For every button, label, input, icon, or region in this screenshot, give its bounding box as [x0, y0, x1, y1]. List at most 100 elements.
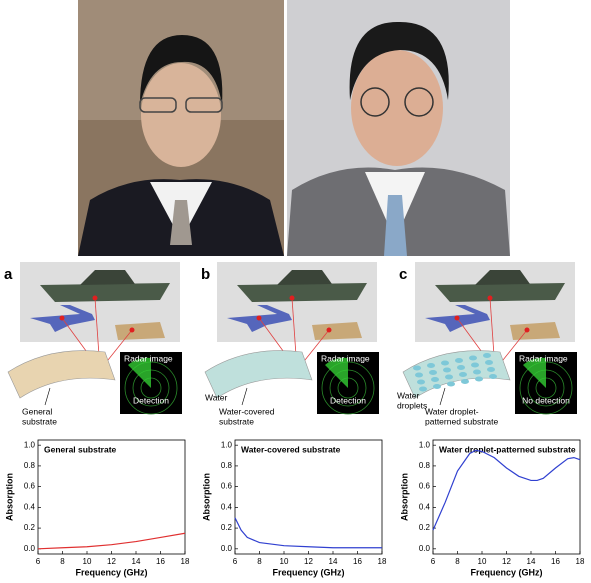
x-tick-label: 16	[156, 557, 165, 566]
radar-title: Radar image	[519, 353, 568, 363]
x-tick-label: 16	[551, 557, 560, 566]
substrate-label: Water droplet-	[425, 406, 479, 416]
droplet	[427, 363, 435, 368]
radar-result: Detection	[330, 395, 366, 405]
data-line	[234, 517, 382, 549]
y-tick-label: 0.8	[419, 461, 431, 470]
water-label: Water	[397, 390, 420, 400]
panel-label: b	[201, 266, 210, 283]
radar-title: Radar image	[124, 353, 173, 363]
pointer	[439, 387, 446, 406]
radar-sweep	[523, 357, 546, 388]
y-tick-label: 0.0	[419, 544, 431, 553]
x-tick-label: 16	[353, 557, 362, 566]
x-tick-label: 12	[304, 557, 313, 566]
y-axis-label: Absorption	[4, 473, 14, 521]
substrate-label: patterned substrate	[425, 416, 499, 426]
plot-frame	[432, 439, 581, 555]
y-axis-label: Absorption	[201, 473, 211, 521]
target-dot	[289, 295, 295, 301]
x-axis-label: Frequency (GHz)	[272, 567, 344, 577]
ship	[40, 283, 170, 302]
droplet	[461, 379, 469, 384]
data-line	[432, 449, 581, 531]
tank	[312, 322, 362, 340]
pointer	[44, 387, 51, 406]
substrate	[7, 350, 116, 399]
pointer	[241, 387, 248, 406]
y-tick-label: 1.0	[24, 440, 36, 449]
droplet	[445, 374, 453, 380]
chart: 0.0 0.2 0.4 0.6 0.8 1.0 6 8 10 12 14 16 18 Water drop…	[399, 439, 585, 577]
droplet	[441, 360, 449, 366]
ship	[435, 283, 565, 302]
x-axis-label: Frequency (GHz)	[75, 567, 147, 577]
y-tick-label: 0.8	[221, 461, 233, 470]
ship-deck	[475, 270, 530, 285]
y-tick-label: 0.2	[419, 523, 431, 532]
droplet	[415, 372, 423, 378]
droplet	[473, 369, 481, 375]
chart-title: General substrate	[44, 444, 117, 454]
x-tick-label: 12	[502, 557, 511, 566]
water-label: Water	[205, 392, 228, 402]
panel-label: a	[4, 266, 13, 283]
droplet	[443, 367, 451, 373]
y-tick-label: 0.2	[24, 523, 36, 532]
droplet	[469, 355, 477, 361]
target-dot	[487, 295, 493, 301]
substrate-label: substrate	[219, 416, 254, 426]
x-tick-label: 14	[329, 557, 338, 566]
x-tick-label: 10	[280, 557, 289, 566]
x-tick-label: 18	[576, 557, 585, 566]
droplet	[433, 384, 441, 389]
substrate-label: Water-covered	[219, 406, 275, 416]
y-axis-label: Absorption	[399, 473, 409, 521]
droplet	[475, 376, 483, 382]
y-tick-label: 0.4	[221, 502, 233, 511]
radar-sweep	[128, 357, 151, 388]
droplet	[485, 360, 493, 365]
x-tick-label: 14	[132, 557, 141, 566]
substrate-label: General	[22, 406, 52, 416]
y-tick-label: 0.4	[419, 502, 431, 511]
target-dot	[524, 327, 530, 333]
x-tick-label: 10	[478, 557, 487, 566]
chart-title: Water droplet-patterned substrate	[439, 444, 576, 454]
droplet	[471, 362, 479, 368]
target-dot	[256, 315, 262, 321]
target-dot	[129, 327, 135, 333]
y-tick-label: 0.2	[221, 523, 233, 532]
y-tick-label: 0.6	[24, 482, 36, 491]
x-tick-label: 18	[378, 557, 387, 566]
y-tick-label: 1.0	[221, 440, 233, 449]
target-dot	[326, 327, 332, 333]
target-dot	[454, 315, 460, 321]
plot-frame	[234, 439, 383, 555]
portrait-right	[287, 0, 510, 256]
droplet	[487, 367, 495, 372]
water-label: droplets	[397, 400, 427, 410]
radar-result: No detection	[522, 395, 570, 405]
x-tick-label: 12	[107, 557, 116, 566]
radar-title: Radar image	[321, 353, 370, 363]
radar-result: Detection	[133, 395, 169, 405]
droplet	[417, 379, 425, 385]
droplet	[431, 377, 439, 382]
x-tick-label: 10	[83, 557, 92, 566]
data-line	[37, 532, 186, 550]
x-tick-label: 8	[257, 557, 262, 566]
portrait-left	[78, 0, 284, 256]
droplet	[483, 353, 491, 358]
droplet	[459, 372, 467, 377]
droplet	[413, 365, 421, 371]
target-dot	[59, 315, 65, 321]
droplet	[447, 381, 455, 387]
y-tick-label: 0.0	[24, 544, 36, 553]
x-tick-label: 6	[233, 557, 238, 566]
x-axis-label: Frequency (GHz)	[470, 567, 542, 577]
y-tick-label: 0.8	[24, 461, 36, 470]
y-tick-label: 0.6	[419, 482, 431, 491]
droplet	[489, 374, 497, 379]
